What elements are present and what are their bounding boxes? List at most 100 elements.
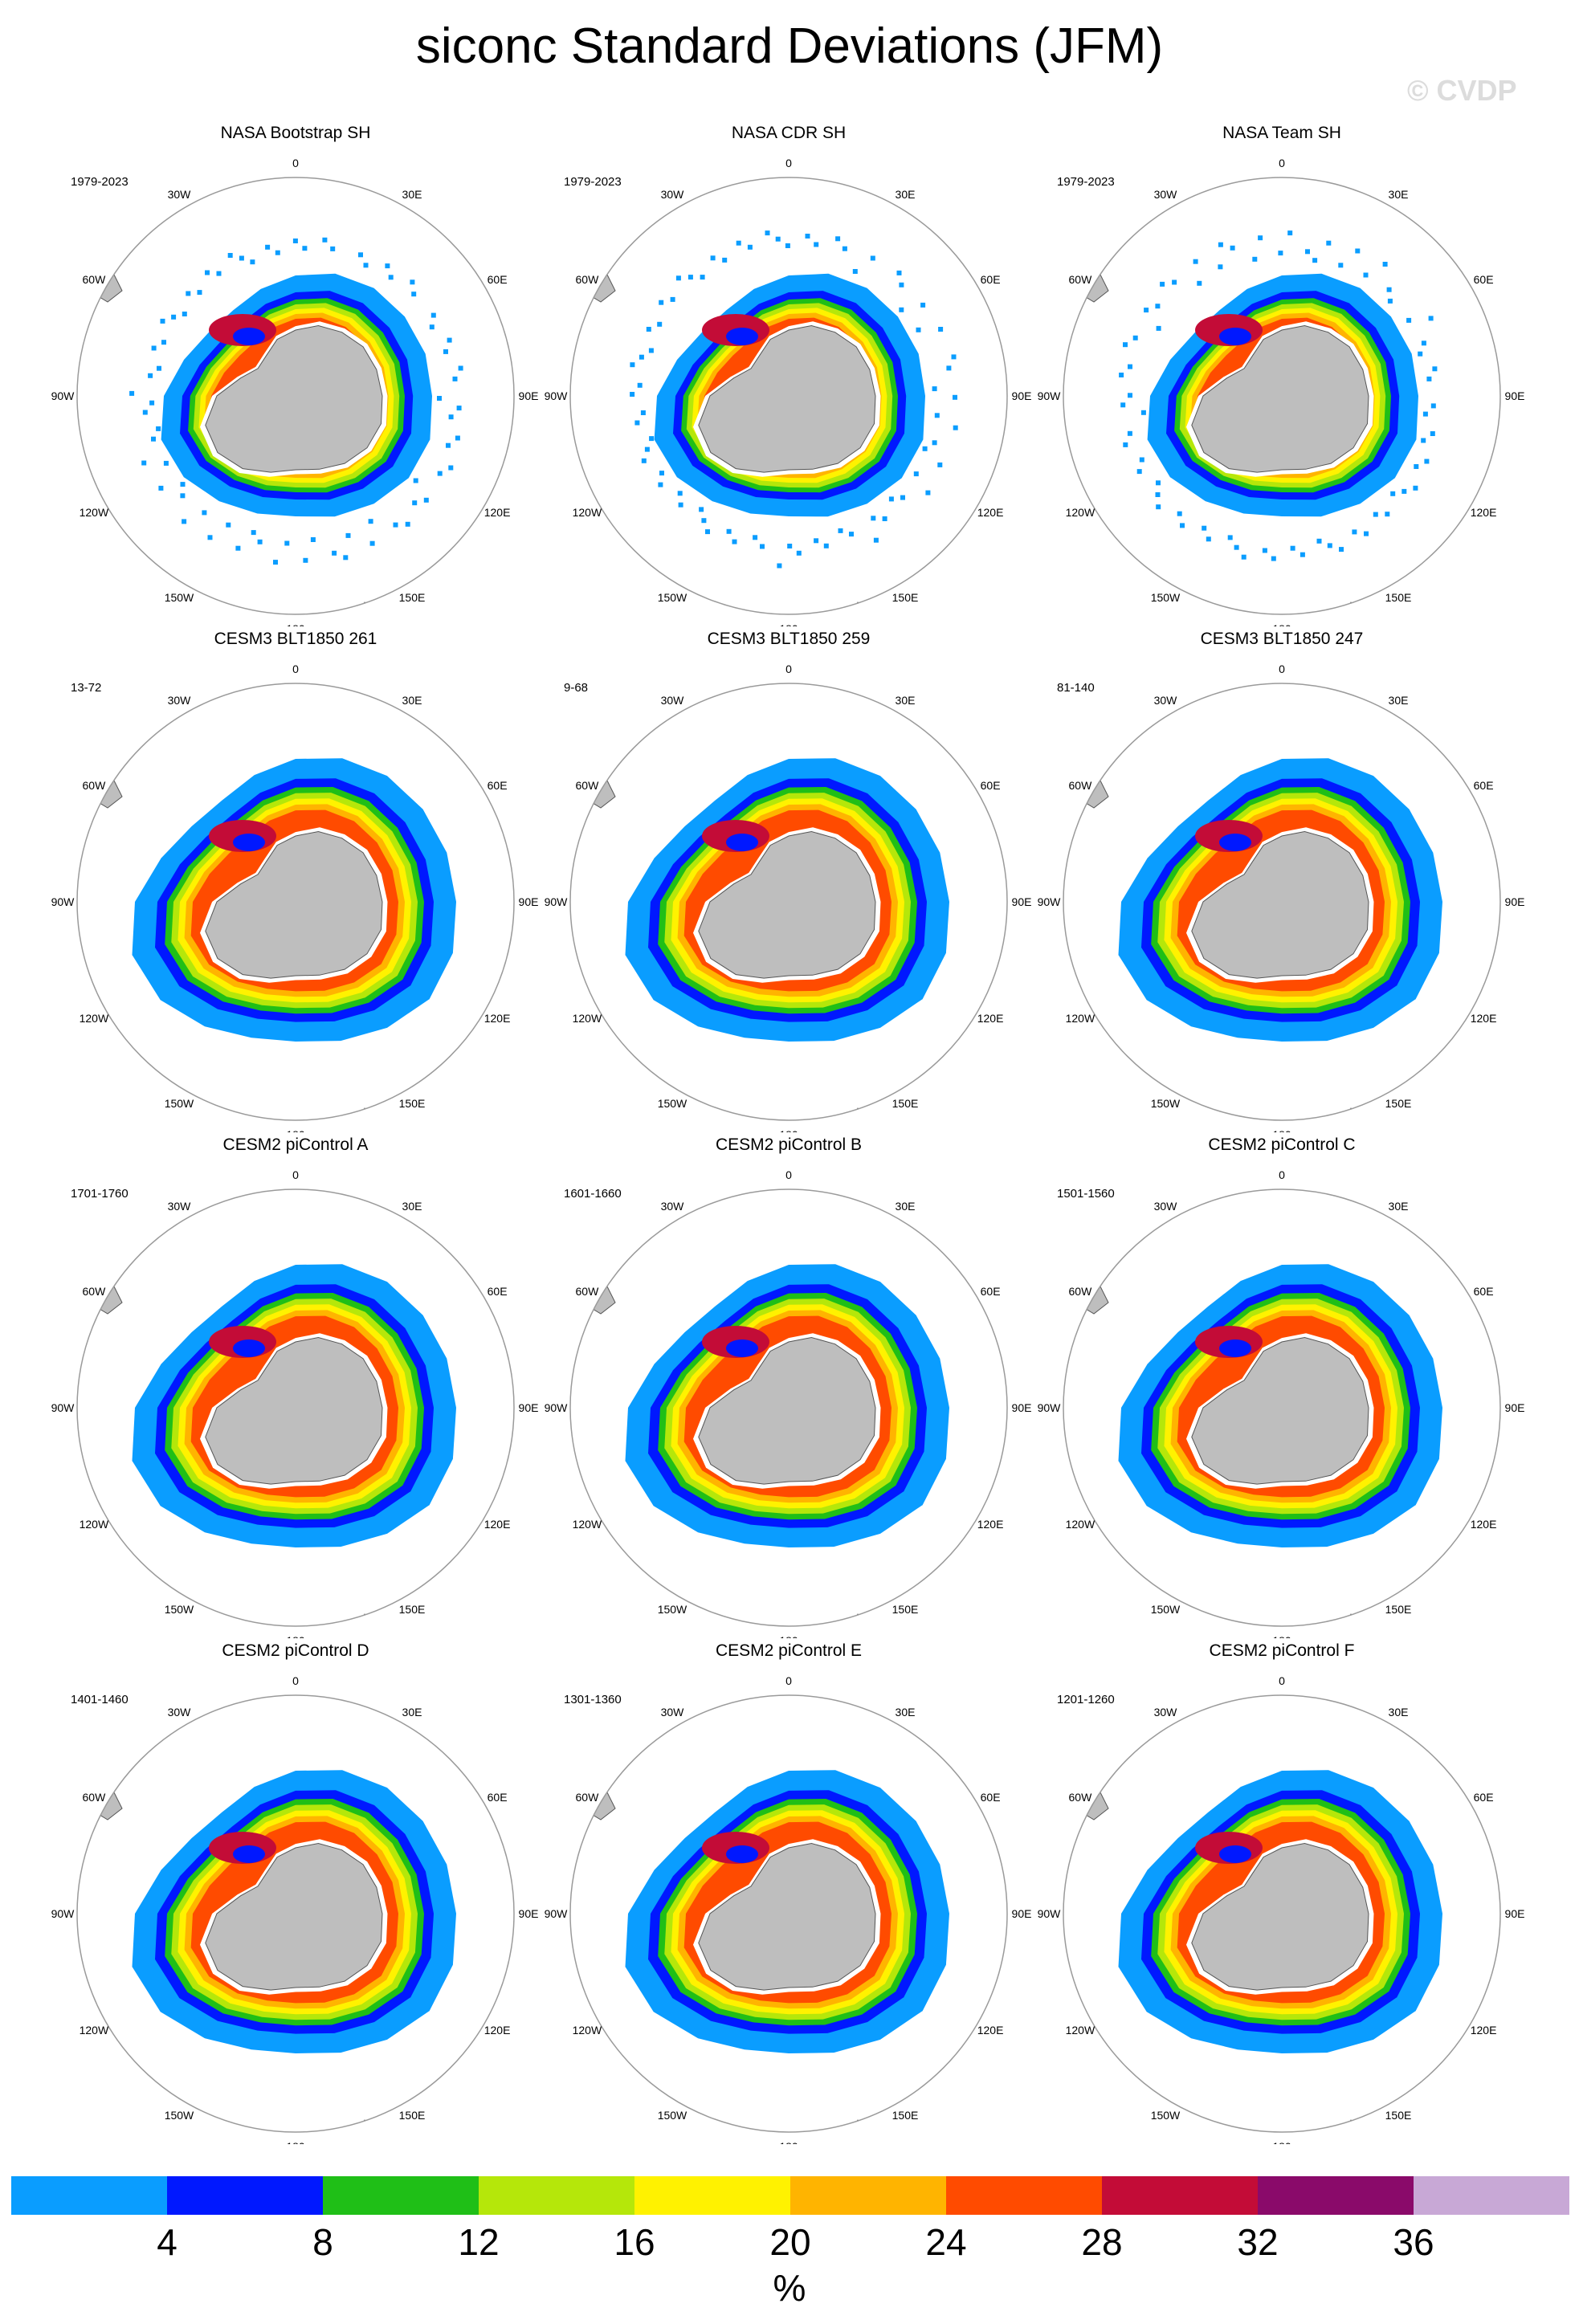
longitude-label: 150E xyxy=(399,591,426,604)
panel-title: CESM2 piControl C xyxy=(1208,1135,1356,1154)
sparse-ice-pixel xyxy=(393,522,398,528)
sparse-ice-pixel xyxy=(235,545,241,551)
sparse-ice-pixel xyxy=(446,442,451,448)
longitude-label: 30E xyxy=(1389,188,1409,201)
sparse-ice-pixel xyxy=(1382,262,1388,267)
longitude-label: 90E xyxy=(1012,1401,1032,1414)
antarctica-landmass xyxy=(1191,1336,1369,1485)
sparse-ice-pixel xyxy=(158,485,164,491)
sparse-ice-pixel xyxy=(413,478,418,483)
longitude-label: 120W xyxy=(80,1518,109,1531)
longitude-label: 150W xyxy=(1151,2109,1181,2122)
sparse-ice-pixel xyxy=(726,528,732,534)
sparse-ice-pixel xyxy=(796,550,802,556)
colorbar-tick-label: 12 xyxy=(458,2221,500,2263)
sparse-ice-pixel xyxy=(151,436,156,442)
longitude-label: 90W xyxy=(1038,1401,1062,1414)
map-boundary-circle xyxy=(76,177,515,615)
sparse-ice-pixel xyxy=(946,365,952,371)
figure-title: siconc Standard Deviations (JFM) xyxy=(415,18,1164,74)
colorbar-box xyxy=(1414,2176,1569,2215)
polar-stereographic-map: 0 30E 60E 90E 120E 150E 180 150W 120W 90W 60W 30W xyxy=(51,1674,539,2144)
sparse-ice-pixel xyxy=(657,321,663,327)
sparse-ice-pixel xyxy=(1326,240,1332,246)
sparse-ice-pixel xyxy=(1300,552,1305,557)
panel-title: CESM2 piControl F xyxy=(1209,1641,1355,1660)
longitude-label: 150E xyxy=(1385,591,1412,604)
sparse-ice-pixel xyxy=(1364,531,1369,536)
sparse-ice-pixel xyxy=(251,530,256,536)
sparse-ice-pixel xyxy=(157,365,161,371)
sparse-ice-pixel xyxy=(1386,287,1392,292)
sparse-ice-pixel xyxy=(332,550,337,556)
longitude-label: 120W xyxy=(1066,1012,1096,1025)
sparse-ice-pixel xyxy=(835,236,841,242)
sparse-ice-pixel xyxy=(129,390,135,396)
longitude-label: 0 xyxy=(292,157,299,169)
panel-period: 1601-1660 xyxy=(564,1187,622,1201)
sparse-ice-pixel xyxy=(1241,554,1246,560)
sparse-ice-pixel xyxy=(787,544,793,548)
longitude-label: 30W xyxy=(168,1706,192,1719)
polar-stereographic-map: 0 30E 60E 90E 120E 150E 180 150W 120W 90W 60W 30W xyxy=(51,663,539,1132)
longitude-label: 90E xyxy=(1505,1401,1525,1414)
sparse-ice-pixel xyxy=(405,521,410,527)
longitude-label: 30W xyxy=(1154,188,1178,201)
longitude-label: 0 xyxy=(292,1168,299,1181)
sparse-ice-pixel xyxy=(412,500,418,506)
longitude-label: 120E xyxy=(484,1518,511,1531)
sparse-ice-pixel xyxy=(345,532,351,538)
sparse-ice-pixel xyxy=(641,458,647,463)
colorbar-tick-label: 16 xyxy=(614,2221,655,2263)
longitude-label: 60E xyxy=(981,1285,1001,1298)
longitude-label: 150E xyxy=(892,591,919,604)
longitude-label: 90W xyxy=(545,389,569,402)
longitude-label: 60W xyxy=(83,779,107,792)
sparse-ice-pixel xyxy=(151,345,157,351)
sparse-ice-pixel xyxy=(322,237,328,243)
map-boundary-circle xyxy=(569,177,1008,615)
sparse-ice-pixel xyxy=(156,426,161,431)
sparse-ice-pixel xyxy=(670,296,675,302)
sparse-ice-pixel xyxy=(310,537,316,542)
map-panel: CESM2 piControl D 1401-1460 0 30E 60E 90E 120E… xyxy=(32,1638,559,2144)
panel-period: 1201-1260 xyxy=(1057,1693,1115,1706)
longitude-label: 90E xyxy=(1012,389,1032,402)
sparse-ice-pixel xyxy=(1123,342,1128,348)
sparse-ice-pixel xyxy=(1119,373,1124,377)
tasmania-landmass xyxy=(1451,1075,1466,1091)
sparse-ice-pixel xyxy=(186,291,191,296)
sparse-ice-pixel xyxy=(1120,402,1126,408)
sparse-ice-pixel xyxy=(1132,335,1138,340)
sparse-ice-pixel xyxy=(455,435,460,441)
sparse-ice-pixel xyxy=(1327,543,1332,548)
sparse-ice-pixel xyxy=(630,392,635,397)
longitude-label: 0 xyxy=(1279,1674,1285,1687)
sparse-ice-pixel xyxy=(1422,411,1428,417)
longitude-label: 30W xyxy=(661,188,685,201)
sparse-ice-pixel xyxy=(1252,256,1258,262)
panel-title: CESM2 piControl A xyxy=(222,1135,369,1154)
sparse-ice-pixel xyxy=(1128,364,1132,369)
sparse-ice-pixel xyxy=(1428,316,1434,321)
sparse-ice-pixel xyxy=(888,496,894,502)
colorbar-box xyxy=(1258,2176,1414,2215)
longitude-label: 60W xyxy=(83,1791,107,1804)
longitude-label: 150W xyxy=(658,591,687,604)
sparse-ice-pixel xyxy=(1421,340,1426,346)
sparse-ice-pixel xyxy=(303,557,308,563)
sparse-ice-pixel xyxy=(873,537,879,543)
longitude-label: 60W xyxy=(576,1285,600,1298)
sparse-ice-pixel xyxy=(675,275,681,281)
sparse-ice-pixel xyxy=(823,543,829,548)
sparse-ice-pixel xyxy=(1312,258,1318,263)
longitude-label: 90E xyxy=(519,1401,539,1414)
longitude-label: 90W xyxy=(545,1401,569,1414)
longitude-label: 120E xyxy=(1471,2024,1497,2037)
panel-title: CESM3 BLT1850 261 xyxy=(214,630,377,648)
longitude-label: 60E xyxy=(488,273,508,286)
sparse-ice-pixel xyxy=(639,354,644,360)
sparse-ice-pixel xyxy=(148,373,153,378)
longitude-label: 60W xyxy=(576,779,600,792)
sparse-ice-pixel xyxy=(385,263,390,269)
